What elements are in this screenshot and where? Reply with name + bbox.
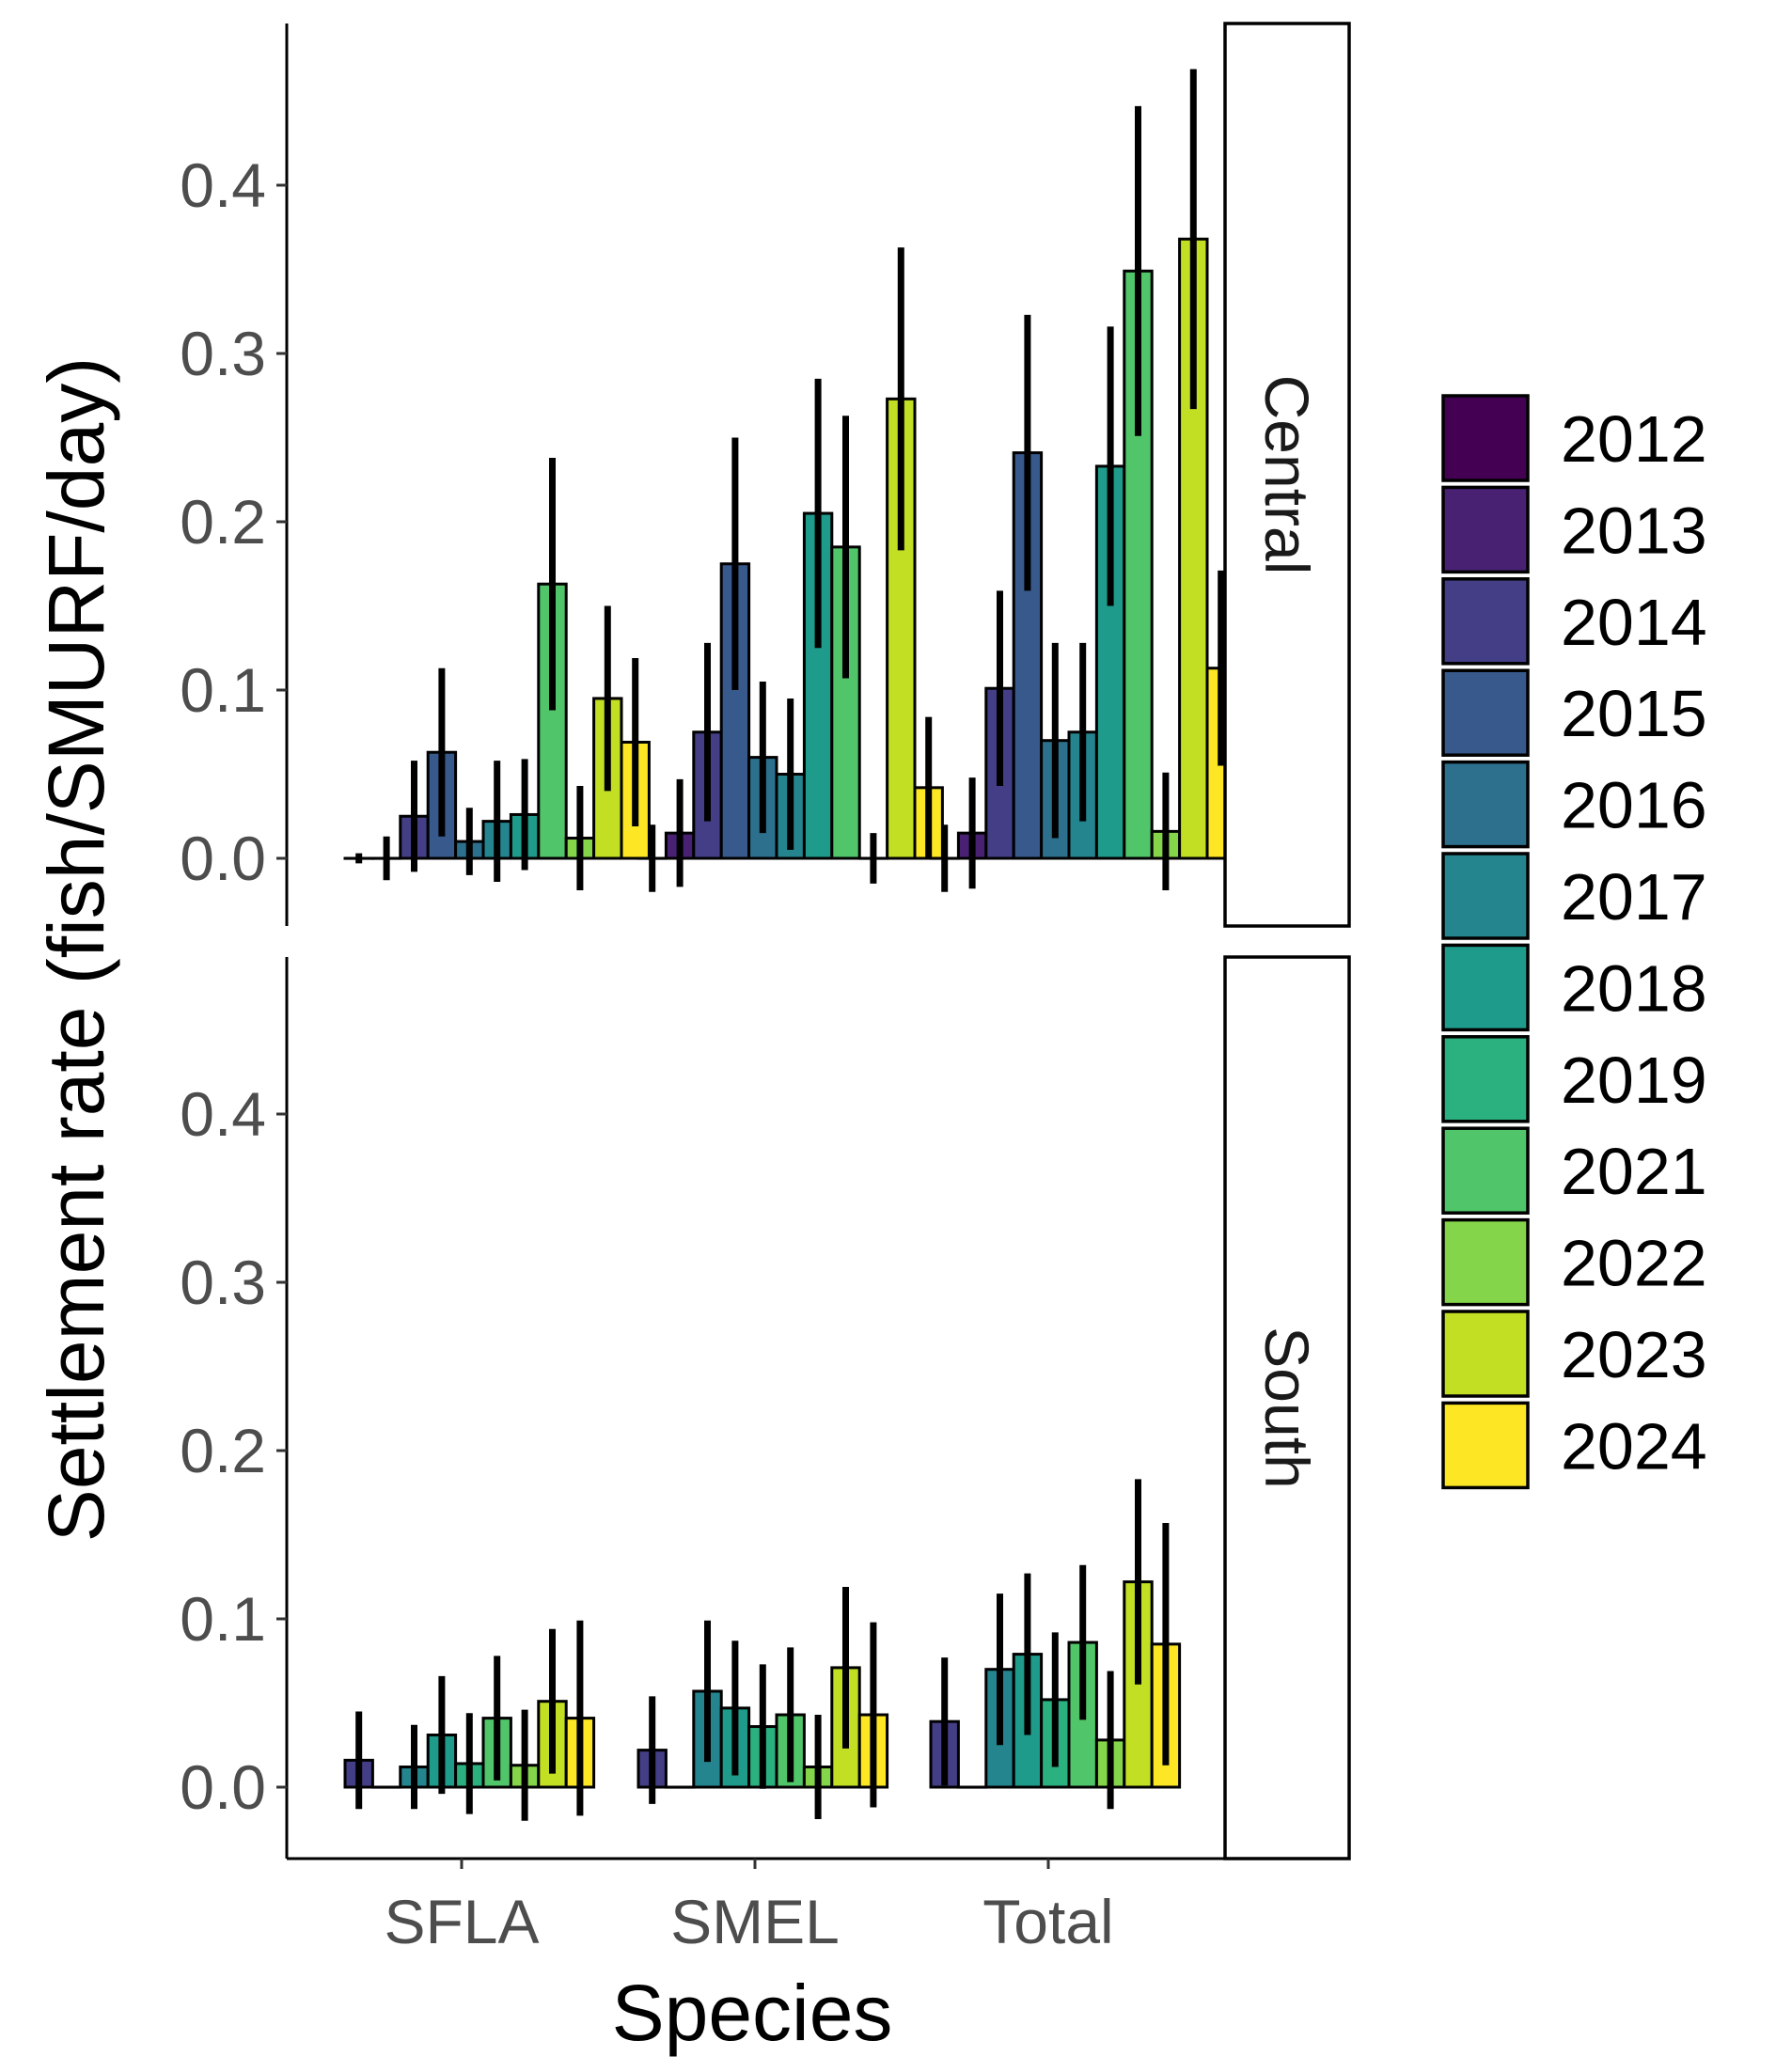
facet-strip-label: South — [1252, 1326, 1322, 1488]
x-axis-title: Species — [612, 1969, 893, 2057]
legend-swatch — [1441, 394, 1530, 482]
legend-swatch — [1441, 852, 1530, 940]
y-tick-label: 0.1 — [180, 655, 266, 725]
legend-label: 2015 — [1561, 677, 1707, 750]
legend-swatch — [1441, 1310, 1530, 1398]
y-tick-label: 0.2 — [180, 1416, 266, 1485]
panel-central: 0.0 0.1 0.2 0.3 0.4 Central — [180, 22, 1351, 928]
y-tick-label: 0.1 — [180, 1584, 266, 1654]
legend-swatch — [1441, 1401, 1530, 1490]
legend-label: 2016 — [1561, 769, 1707, 842]
y-tick-label: 0.4 — [180, 150, 266, 220]
facet-strip — [1223, 22, 1351, 928]
facet-strip-label: Central — [1252, 375, 1322, 575]
legend-label: 2014 — [1561, 586, 1707, 659]
legend-swatch — [1441, 577, 1530, 666]
legend-label: 2024 — [1561, 1409, 1707, 1483]
y-axis-title: Settlement rate (fish/SMURF/day) — [32, 357, 120, 1542]
legend: 2012 2013 2014 2015 2016 2017 2018 2019 2021 2022… — [1441, 394, 1707, 1490]
facet-strip — [1223, 955, 1351, 1860]
legend-swatch — [1441, 668, 1530, 757]
legend-swatch — [1441, 1217, 1530, 1307]
bar — [830, 545, 861, 860]
legend-label: 2021 — [1561, 1135, 1707, 1208]
legend-label: 2013 — [1561, 494, 1707, 567]
y-tick-label: 0.0 — [180, 824, 266, 893]
legend-label: 2022 — [1561, 1227, 1707, 1300]
legend-swatch — [1441, 1126, 1530, 1215]
y-tick-label: 0.3 — [180, 1248, 266, 1317]
y-tick-label: 0.4 — [180, 1079, 266, 1149]
legend-label: 2019 — [1561, 1044, 1707, 1117]
x-tick-label: SFLA — [384, 1887, 539, 1956]
y-tick-label: 0.3 — [180, 319, 266, 388]
y-tick-label: 0.2 — [180, 487, 266, 557]
legend-label: 2017 — [1561, 860, 1707, 934]
panels-layer: 0.0 0.1 0.2 0.3 0.4 Central 0.0 0.1 0.2 0.3 0.4 Sou… — [180, 22, 1351, 1956]
x-tick-label: SMEL — [670, 1887, 840, 1956]
y-tick-label: 0.0 — [180, 1752, 266, 1822]
legend-swatch — [1441, 485, 1530, 574]
legend-label: 2012 — [1561, 402, 1707, 476]
panel-south: 0.0 0.1 0.2 0.3 0.4 South — [180, 955, 1351, 1860]
legend-swatch — [1441, 1035, 1530, 1123]
x-tick-label: Total — [982, 1887, 1113, 1956]
legend-label: 2018 — [1561, 951, 1707, 1025]
x-axis: SFLA SMEL Total — [287, 1857, 1225, 1956]
legend-swatch — [1441, 760, 1530, 849]
legend-swatch — [1441, 943, 1530, 1032]
legend-label: 2023 — [1561, 1318, 1707, 1391]
